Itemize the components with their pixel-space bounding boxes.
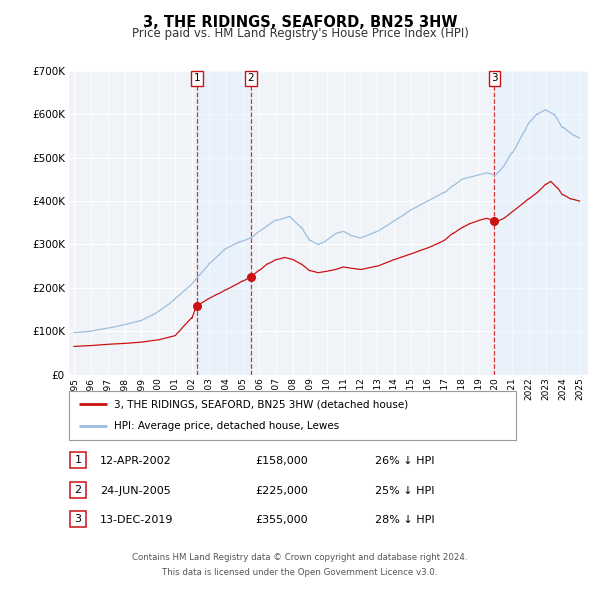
Text: £225,000: £225,000 <box>255 486 308 496</box>
Text: Contains HM Land Registry data © Crown copyright and database right 2024.: Contains HM Land Registry data © Crown c… <box>132 553 468 562</box>
FancyBboxPatch shape <box>69 391 516 440</box>
Text: 3: 3 <box>491 73 498 83</box>
Text: 1: 1 <box>193 73 200 83</box>
Text: 24-JUN-2005: 24-JUN-2005 <box>100 486 171 496</box>
Text: 2: 2 <box>74 485 82 494</box>
FancyBboxPatch shape <box>70 511 86 527</box>
Text: This data is licensed under the Open Government Licence v3.0.: This data is licensed under the Open Gov… <box>163 568 437 577</box>
Text: Price paid vs. HM Land Registry's House Price Index (HPI): Price paid vs. HM Land Registry's House … <box>131 27 469 40</box>
Text: 1: 1 <box>74 455 82 465</box>
FancyBboxPatch shape <box>70 452 86 468</box>
Text: 13-DEC-2019: 13-DEC-2019 <box>100 516 174 525</box>
Text: 28% ↓ HPI: 28% ↓ HPI <box>375 516 434 525</box>
Text: 3: 3 <box>74 514 82 524</box>
Text: £158,000: £158,000 <box>255 457 308 466</box>
Text: 2: 2 <box>247 73 254 83</box>
Text: HPI: Average price, detached house, Lewes: HPI: Average price, detached house, Lewe… <box>114 421 339 431</box>
Text: 26% ↓ HPI: 26% ↓ HPI <box>375 457 434 466</box>
Text: 3, THE RIDINGS, SEAFORD, BN25 3HW: 3, THE RIDINGS, SEAFORD, BN25 3HW <box>143 15 457 30</box>
Text: £355,000: £355,000 <box>255 516 308 525</box>
Text: 25% ↓ HPI: 25% ↓ HPI <box>375 486 434 496</box>
Text: 12-APR-2002: 12-APR-2002 <box>100 457 172 466</box>
FancyBboxPatch shape <box>70 481 86 498</box>
Bar <box>197 71 251 375</box>
Text: 3, THE RIDINGS, SEAFORD, BN25 3HW (detached house): 3, THE RIDINGS, SEAFORD, BN25 3HW (detac… <box>114 399 408 409</box>
Bar <box>494 71 588 375</box>
